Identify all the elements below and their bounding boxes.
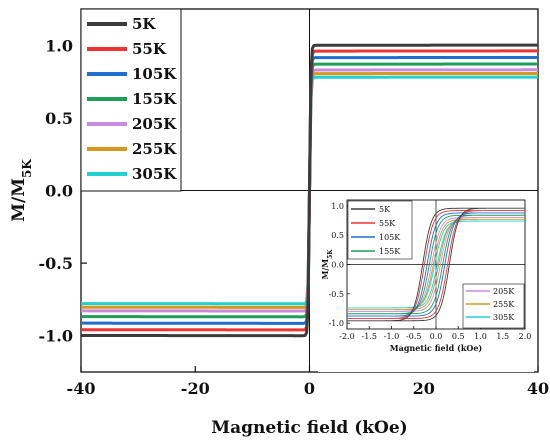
legend-label-305K: 305K <box>132 165 177 183</box>
inset-x-tick-label: -2.0 <box>339 332 354 341</box>
y-tick-label: 1.0 <box>45 36 73 55</box>
inset-y-tick-label: 0.0 <box>331 261 344 270</box>
inset-series-line-5K <box>347 207 525 322</box>
x-tick-label: -20 <box>181 379 210 398</box>
inset-x-tick-label: 0.0 <box>430 332 443 341</box>
legend-label-205K: 205K <box>132 115 177 133</box>
inset-series-line-255K <box>347 218 525 311</box>
inset-legend-top-box <box>347 200 413 260</box>
inset-x-axis-title: Magnetic field (kOe) <box>390 343 483 353</box>
x-tick-label: 0 <box>304 379 315 398</box>
inset-series-line-155K <box>347 214 525 315</box>
inset-x-tick-label: 1.0 <box>474 332 487 341</box>
inset-legend-top: 5K 55K 105K 155K <box>347 200 413 260</box>
inset-legend-label-305K: 305K <box>493 313 515 322</box>
x-tick-label: 20 <box>413 379 435 398</box>
inset-chart: -2.0 -1.5 -1.0 -0.5 0.0 0.5 1.0 1.5 2.0 -1.0 -0.5 0… <box>318 196 534 372</box>
x-tick-label: 40 <box>527 379 549 398</box>
legend-label-255K: 255K <box>132 140 177 158</box>
inset-series-line-305K <box>347 220 525 309</box>
main-legend: 5K 55K 105K 155K 205K 255K 305K <box>80 8 182 192</box>
inset-legend-label-205K: 205K <box>493 287 515 296</box>
inset-x-tick-label: -0.5 <box>406 332 421 341</box>
y-tick-label: 0.5 <box>45 109 73 128</box>
inset-y-tick-label: -0.5 <box>329 290 344 299</box>
series-line-5K <box>80 43 539 338</box>
inset-y-tick-label: 0.5 <box>331 231 344 240</box>
x-axis-title: Magnetic field (kOe) <box>211 418 407 438</box>
legend-label-105K: 105K <box>132 65 177 83</box>
inset-legend-label-155K: 155K <box>379 247 401 256</box>
inset-legend-label-55K: 55K <box>379 219 396 228</box>
main-legend-box <box>80 8 182 192</box>
inset-legend-bottom: 205K 255K 305K <box>462 283 525 329</box>
y-tick-label: 0.0 <box>45 182 73 201</box>
inset-series-line-205K <box>347 217 525 312</box>
inset-x-tick-label: 1.5 <box>496 332 509 341</box>
inset-x-tick-label: -1.0 <box>384 332 399 341</box>
inset-y-axis-title: M/M5K <box>320 249 334 280</box>
inset-legend-label-5K: 5K <box>379 205 391 214</box>
inset-legend-label-255K: 255K <box>493 300 515 309</box>
inset-y-tick-label: 1.0 <box>331 202 344 211</box>
y-tick-label: -1.0 <box>39 327 73 346</box>
inset-x-tick-label: 2.0 <box>519 332 532 341</box>
y-tick-label: -0.5 <box>39 254 73 273</box>
main-chart: -40 -20 0 20 40 -1.0 -0.5 0.0 0.5 1.0 Magnetic fie… <box>9 8 549 438</box>
inset-y-tick-label: -1.0 <box>329 319 344 328</box>
inset-x-tick-label: 0.5 <box>452 332 465 341</box>
legend-label-5K: 5K <box>132 15 156 33</box>
inset-legend-label-105K: 105K <box>379 233 401 242</box>
legend-label-55K: 55K <box>132 40 167 58</box>
x-tick-label: -40 <box>67 379 96 398</box>
legend-label-155K: 155K <box>132 90 177 108</box>
inset-series-line-105K <box>347 212 525 317</box>
y-axis-title: M/M5K <box>9 159 34 222</box>
inset-x-tick-label: -1.5 <box>362 332 377 341</box>
